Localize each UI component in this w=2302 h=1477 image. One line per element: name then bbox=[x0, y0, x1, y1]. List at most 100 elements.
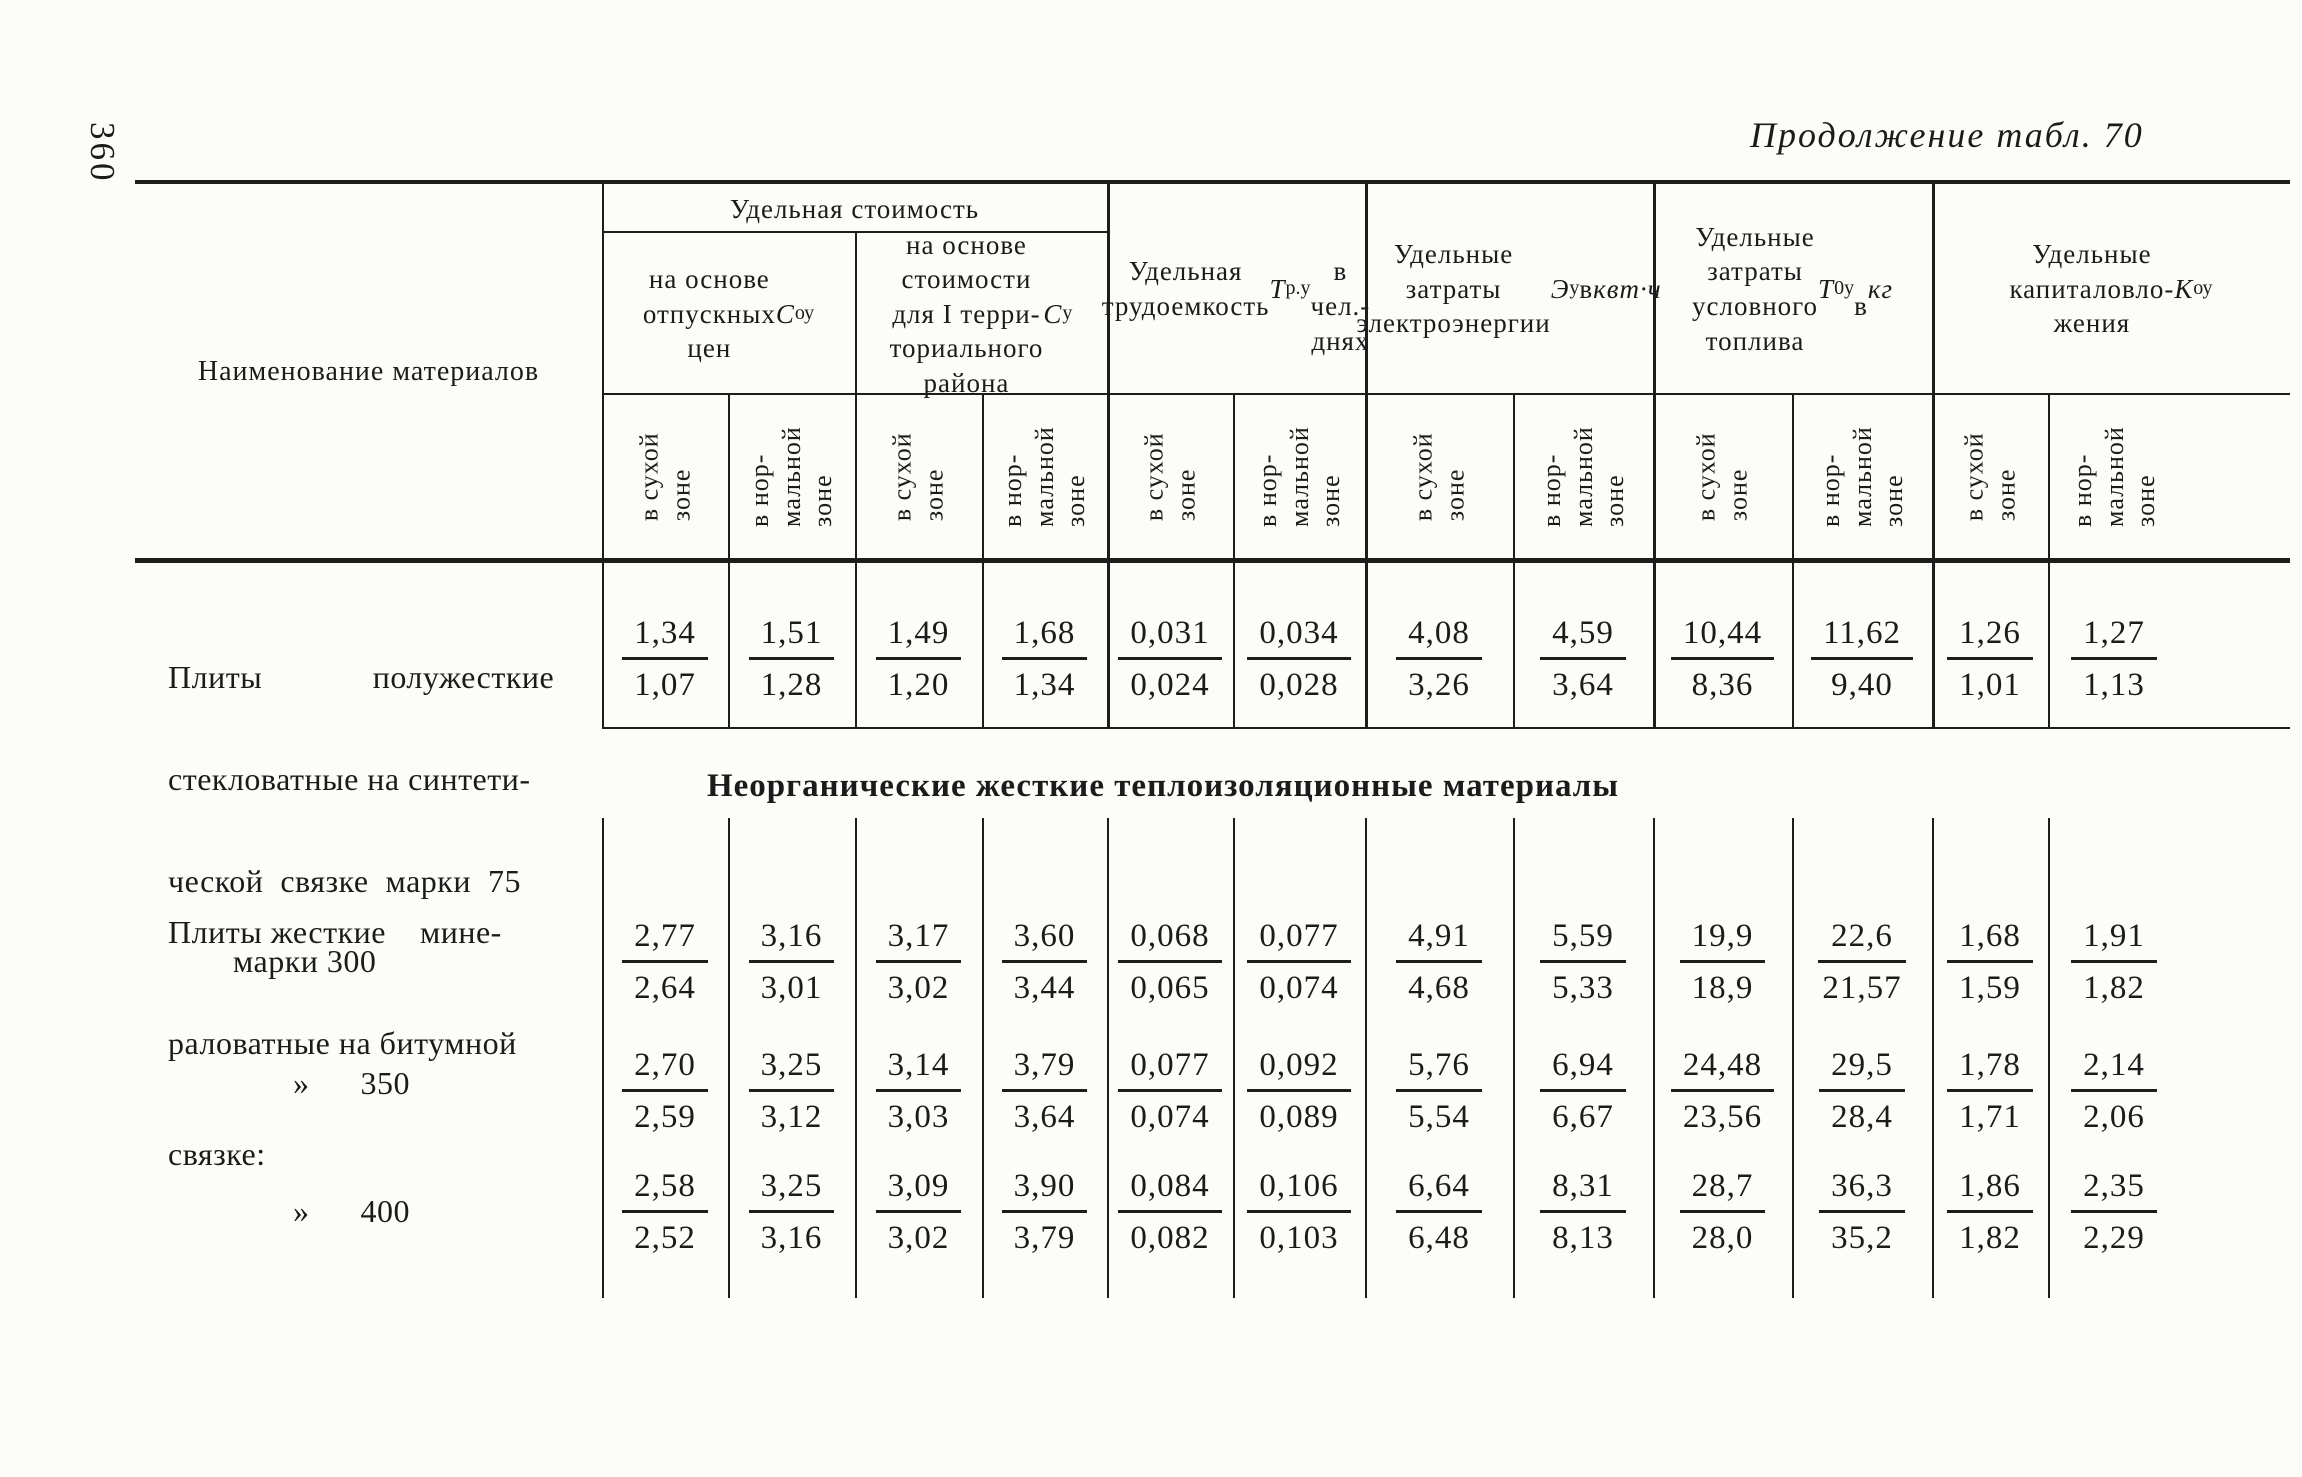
zone-header-label: в нор- мальной зоне bbox=[744, 426, 838, 528]
value-fraction: 0,106 0,103 bbox=[1247, 1168, 1351, 1256]
table-data-row-row300: 2,77 2,64 3,16 3,01 3,17 3,02 3,60 3,44 0,068 0,0… bbox=[602, 918, 2180, 1006]
normal-zone-value: 3,03 bbox=[887, 1099, 950, 1135]
normal-zone-value: 2,29 bbox=[2083, 1220, 2145, 1256]
dry-zone-value: 5,76 bbox=[1396, 1047, 1482, 1092]
dry-zone-value: 0,077 bbox=[1247, 918, 1351, 963]
row-label-semi-rigid-slabs: Плиты полужесткие стекловатные на синтет… bbox=[168, 592, 554, 966]
value-cell: 2,58 2,52 bbox=[602, 1168, 728, 1256]
value-cell: 1,68 1,34 bbox=[982, 615, 1107, 703]
normal-zone-value: 0,024 bbox=[1130, 667, 1210, 703]
normal-zone-value: 1,01 bbox=[1959, 667, 2021, 703]
table-continuation-caption: Продолжение табл. 70 bbox=[1750, 115, 2144, 155]
dry-zone-value: 5,59 bbox=[1540, 918, 1626, 963]
dry-zone-value: 3,16 bbox=[748, 918, 835, 963]
column-header-material-name: Наименование материалов bbox=[197, 356, 540, 387]
table-horizontal-rule bbox=[602, 727, 2290, 729]
dry-zone-value: 8,31 bbox=[1540, 1168, 1626, 1213]
dry-zone-value: 1,34 bbox=[622, 615, 708, 660]
table-vertical-rule bbox=[1653, 180, 1656, 729]
value-fraction: 0,031 0,024 bbox=[1118, 615, 1222, 703]
dry-zone-value: 6,64 bbox=[1396, 1168, 1482, 1213]
dry-zone-value: 24,48 bbox=[1670, 1047, 1775, 1092]
value-cell: 0,077 0,074 bbox=[1233, 918, 1365, 1006]
zone-header-normal: в нор- мальной зоне bbox=[982, 398, 1107, 556]
table-vertical-rule bbox=[1365, 818, 1367, 1298]
row-label-line: Плиты полужесткие bbox=[168, 659, 555, 695]
value-cell: 3,60 3,44 bbox=[982, 918, 1107, 1006]
table-data-row-row350: 2,70 2,59 3,25 3,12 3,14 3,03 3,79 3,64 0,077 0,0… bbox=[602, 1047, 2180, 1135]
zone-header-label: в сухой зоне bbox=[1959, 432, 2020, 522]
normal-zone-value: 8,36 bbox=[1691, 667, 1754, 703]
table-vertical-rule bbox=[2048, 393, 2050, 729]
zone-header-normal: в нор- мальной зоне bbox=[2048, 398, 2180, 556]
dry-zone-value: 1,51 bbox=[748, 615, 835, 660]
row-label-rigid-mineral-wool-slabs: Плиты жесткие мине- раловатные на битумн… bbox=[168, 840, 517, 1247]
normal-zone-value: 18,9 bbox=[1691, 970, 1754, 1006]
normal-zone-value: 21,57 bbox=[1822, 970, 1902, 1006]
value-cell: 29,5 28,4 bbox=[1792, 1047, 1932, 1135]
row-label-line: Плиты жесткие мине- bbox=[168, 914, 502, 950]
row-label-line: раловатные на битумной bbox=[168, 1025, 517, 1061]
value-cell: 0,092 0,089 bbox=[1233, 1047, 1365, 1135]
normal-zone-value: 1,82 bbox=[1959, 1220, 2021, 1256]
normal-zone-value: 35,2 bbox=[1831, 1220, 1893, 1256]
dry-zone-value: 1,86 bbox=[1947, 1168, 2033, 1213]
zone-header-dry: в сухой зоне bbox=[602, 398, 728, 556]
value-cell: 8,31 8,13 bbox=[1513, 1168, 1653, 1256]
zone-header-label: в сухой зоне bbox=[1139, 432, 1200, 522]
value-cell: 3,14 3,03 bbox=[855, 1047, 982, 1135]
value-fraction: 3,14 3,03 bbox=[875, 1047, 962, 1135]
dry-zone-value: 19,9 bbox=[1679, 918, 1766, 963]
table-vertical-rule bbox=[1233, 818, 1235, 1298]
dry-zone-value: 3,09 bbox=[875, 1168, 962, 1213]
normal-zone-value: 1,13 bbox=[2083, 667, 2145, 703]
normal-zone-value: 23,56 bbox=[1682, 1099, 1763, 1135]
value-fraction: 3,09 3,02 bbox=[875, 1168, 962, 1256]
value-cell: 0,034 0,028 bbox=[1233, 615, 1365, 703]
normal-zone-value: 1,07 bbox=[634, 667, 696, 703]
table-vertical-rule bbox=[602, 180, 604, 729]
value-fraction: 1,27 1,13 bbox=[2071, 615, 2157, 703]
value-cell: 3,25 3,12 bbox=[728, 1047, 855, 1135]
value-fraction: 10,44 8,36 bbox=[1670, 615, 1775, 703]
value-cell: 3,17 3,02 bbox=[855, 918, 982, 1006]
value-fraction: 36,3 35,2 bbox=[1819, 1168, 1905, 1256]
normal-zone-value: 1,82 bbox=[2083, 970, 2145, 1006]
dry-zone-value: 0,077 bbox=[1118, 1047, 1222, 1092]
value-fraction: 11,62 9,40 bbox=[1810, 615, 1914, 703]
dry-zone-value: 3,25 bbox=[748, 1047, 835, 1092]
normal-zone-value: 0,082 bbox=[1130, 1220, 1210, 1256]
value-fraction: 1,34 1,07 bbox=[622, 615, 708, 703]
dry-zone-value: 3,17 bbox=[875, 918, 962, 963]
table-vertical-rule bbox=[1792, 393, 1794, 729]
value-fraction: 2,70 2,59 bbox=[622, 1047, 708, 1135]
dry-zone-value: 4,59 bbox=[1540, 615, 1626, 660]
value-fraction: 0,092 0,089 bbox=[1247, 1047, 1351, 1135]
zone-header-normal: в нор- мальной зоне bbox=[1792, 398, 1932, 556]
normal-zone-value: 8,13 bbox=[1552, 1220, 1614, 1256]
value-fraction: 0,084 0,082 bbox=[1118, 1168, 1222, 1256]
normal-zone-value: 3,26 bbox=[1408, 667, 1470, 703]
value-cell: 2,70 2,59 bbox=[602, 1047, 728, 1135]
normal-zone-value: 5,33 bbox=[1552, 970, 1614, 1006]
dry-zone-value: 6,94 bbox=[1540, 1047, 1626, 1092]
value-cell: 6,94 6,67 bbox=[1513, 1047, 1653, 1135]
value-cell: 2,77 2,64 bbox=[602, 918, 728, 1006]
table-vertical-rule bbox=[728, 818, 730, 1298]
zone-header-normal: в нор- мальной зоне bbox=[1513, 398, 1653, 556]
dry-zone-value: 2,35 bbox=[2071, 1168, 2157, 1213]
value-fraction: 2,35 2,29 bbox=[2071, 1168, 2157, 1256]
dry-zone-value: 0,034 bbox=[1247, 615, 1351, 660]
zone-header-dry: в сухой зоне bbox=[1653, 398, 1792, 556]
value-fraction: 8,31 8,13 bbox=[1540, 1168, 1626, 1256]
value-cell: 3,25 3,16 bbox=[728, 1168, 855, 1256]
zone-header-dry: в сухой зоне bbox=[1932, 398, 2048, 556]
value-fraction: 3,25 3,16 bbox=[748, 1168, 835, 1256]
table-horizontal-rule bbox=[135, 558, 2290, 563]
table-vertical-rule bbox=[855, 818, 857, 1298]
table-vertical-rule bbox=[2048, 818, 2050, 1298]
dry-zone-value: 3,25 bbox=[748, 1168, 835, 1213]
value-cell: 19,9 18,9 bbox=[1653, 918, 1792, 1006]
